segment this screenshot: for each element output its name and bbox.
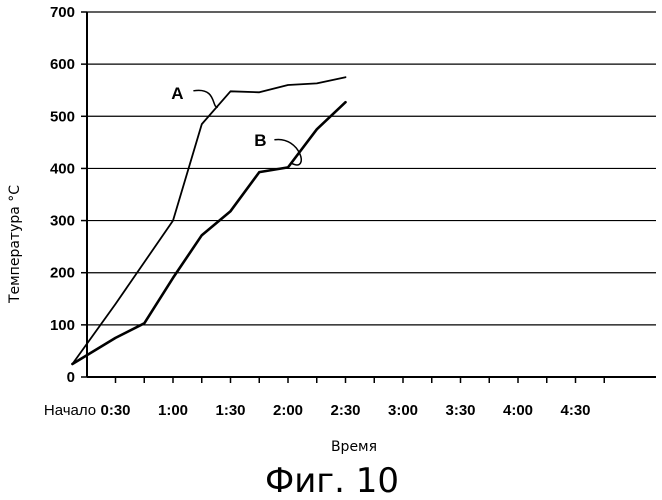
x-tick-label: 1:00 bbox=[158, 402, 188, 419]
y-tick-label: 100 bbox=[50, 317, 75, 334]
figure-caption: Фиг. 10 bbox=[265, 461, 399, 500]
y-tick-label: 600 bbox=[50, 56, 75, 73]
y-tick-label: 500 bbox=[50, 108, 75, 125]
x-axis-ticks: Начало0:30 1:00 1:30 2:00 2:30 3:00 3:30 4:00 4:… bbox=[44, 377, 604, 419]
y-tick-label: 700 bbox=[50, 4, 75, 21]
x-tick-label: 3:00 bbox=[388, 402, 418, 419]
x-tick-label: 1:30 bbox=[215, 402, 245, 419]
y-tick-label: 300 bbox=[50, 213, 75, 230]
leader-line-B bbox=[274, 139, 301, 164]
y-axis-ticks: 0 100 200 300 400 500 600 700 bbox=[50, 4, 87, 386]
gridlines bbox=[87, 12, 656, 377]
x-tick-label: 2:30 bbox=[330, 402, 360, 419]
series-label-B: B bbox=[254, 131, 266, 150]
x-tick-label: 4:30 bbox=[560, 402, 590, 419]
x-tick-label: 4:00 bbox=[503, 402, 533, 419]
series-annotations: AB bbox=[171, 84, 301, 165]
y-tick-label: 400 bbox=[50, 160, 75, 177]
x-axis-label: Время bbox=[331, 439, 377, 455]
series-label-A: A bbox=[171, 84, 183, 103]
x-tick-label: Начало bbox=[44, 402, 96, 419]
y-axis-label: Температура °C bbox=[7, 185, 23, 304]
y-tick-label: 0 bbox=[67, 369, 75, 386]
y-tick-label: 200 bbox=[50, 265, 75, 282]
leader-line-A bbox=[193, 90, 217, 107]
x-tick-label: 3:30 bbox=[445, 402, 475, 419]
x-tick-label: 2:00 bbox=[273, 402, 303, 419]
x-tick-label: 0:30 bbox=[100, 402, 130, 419]
